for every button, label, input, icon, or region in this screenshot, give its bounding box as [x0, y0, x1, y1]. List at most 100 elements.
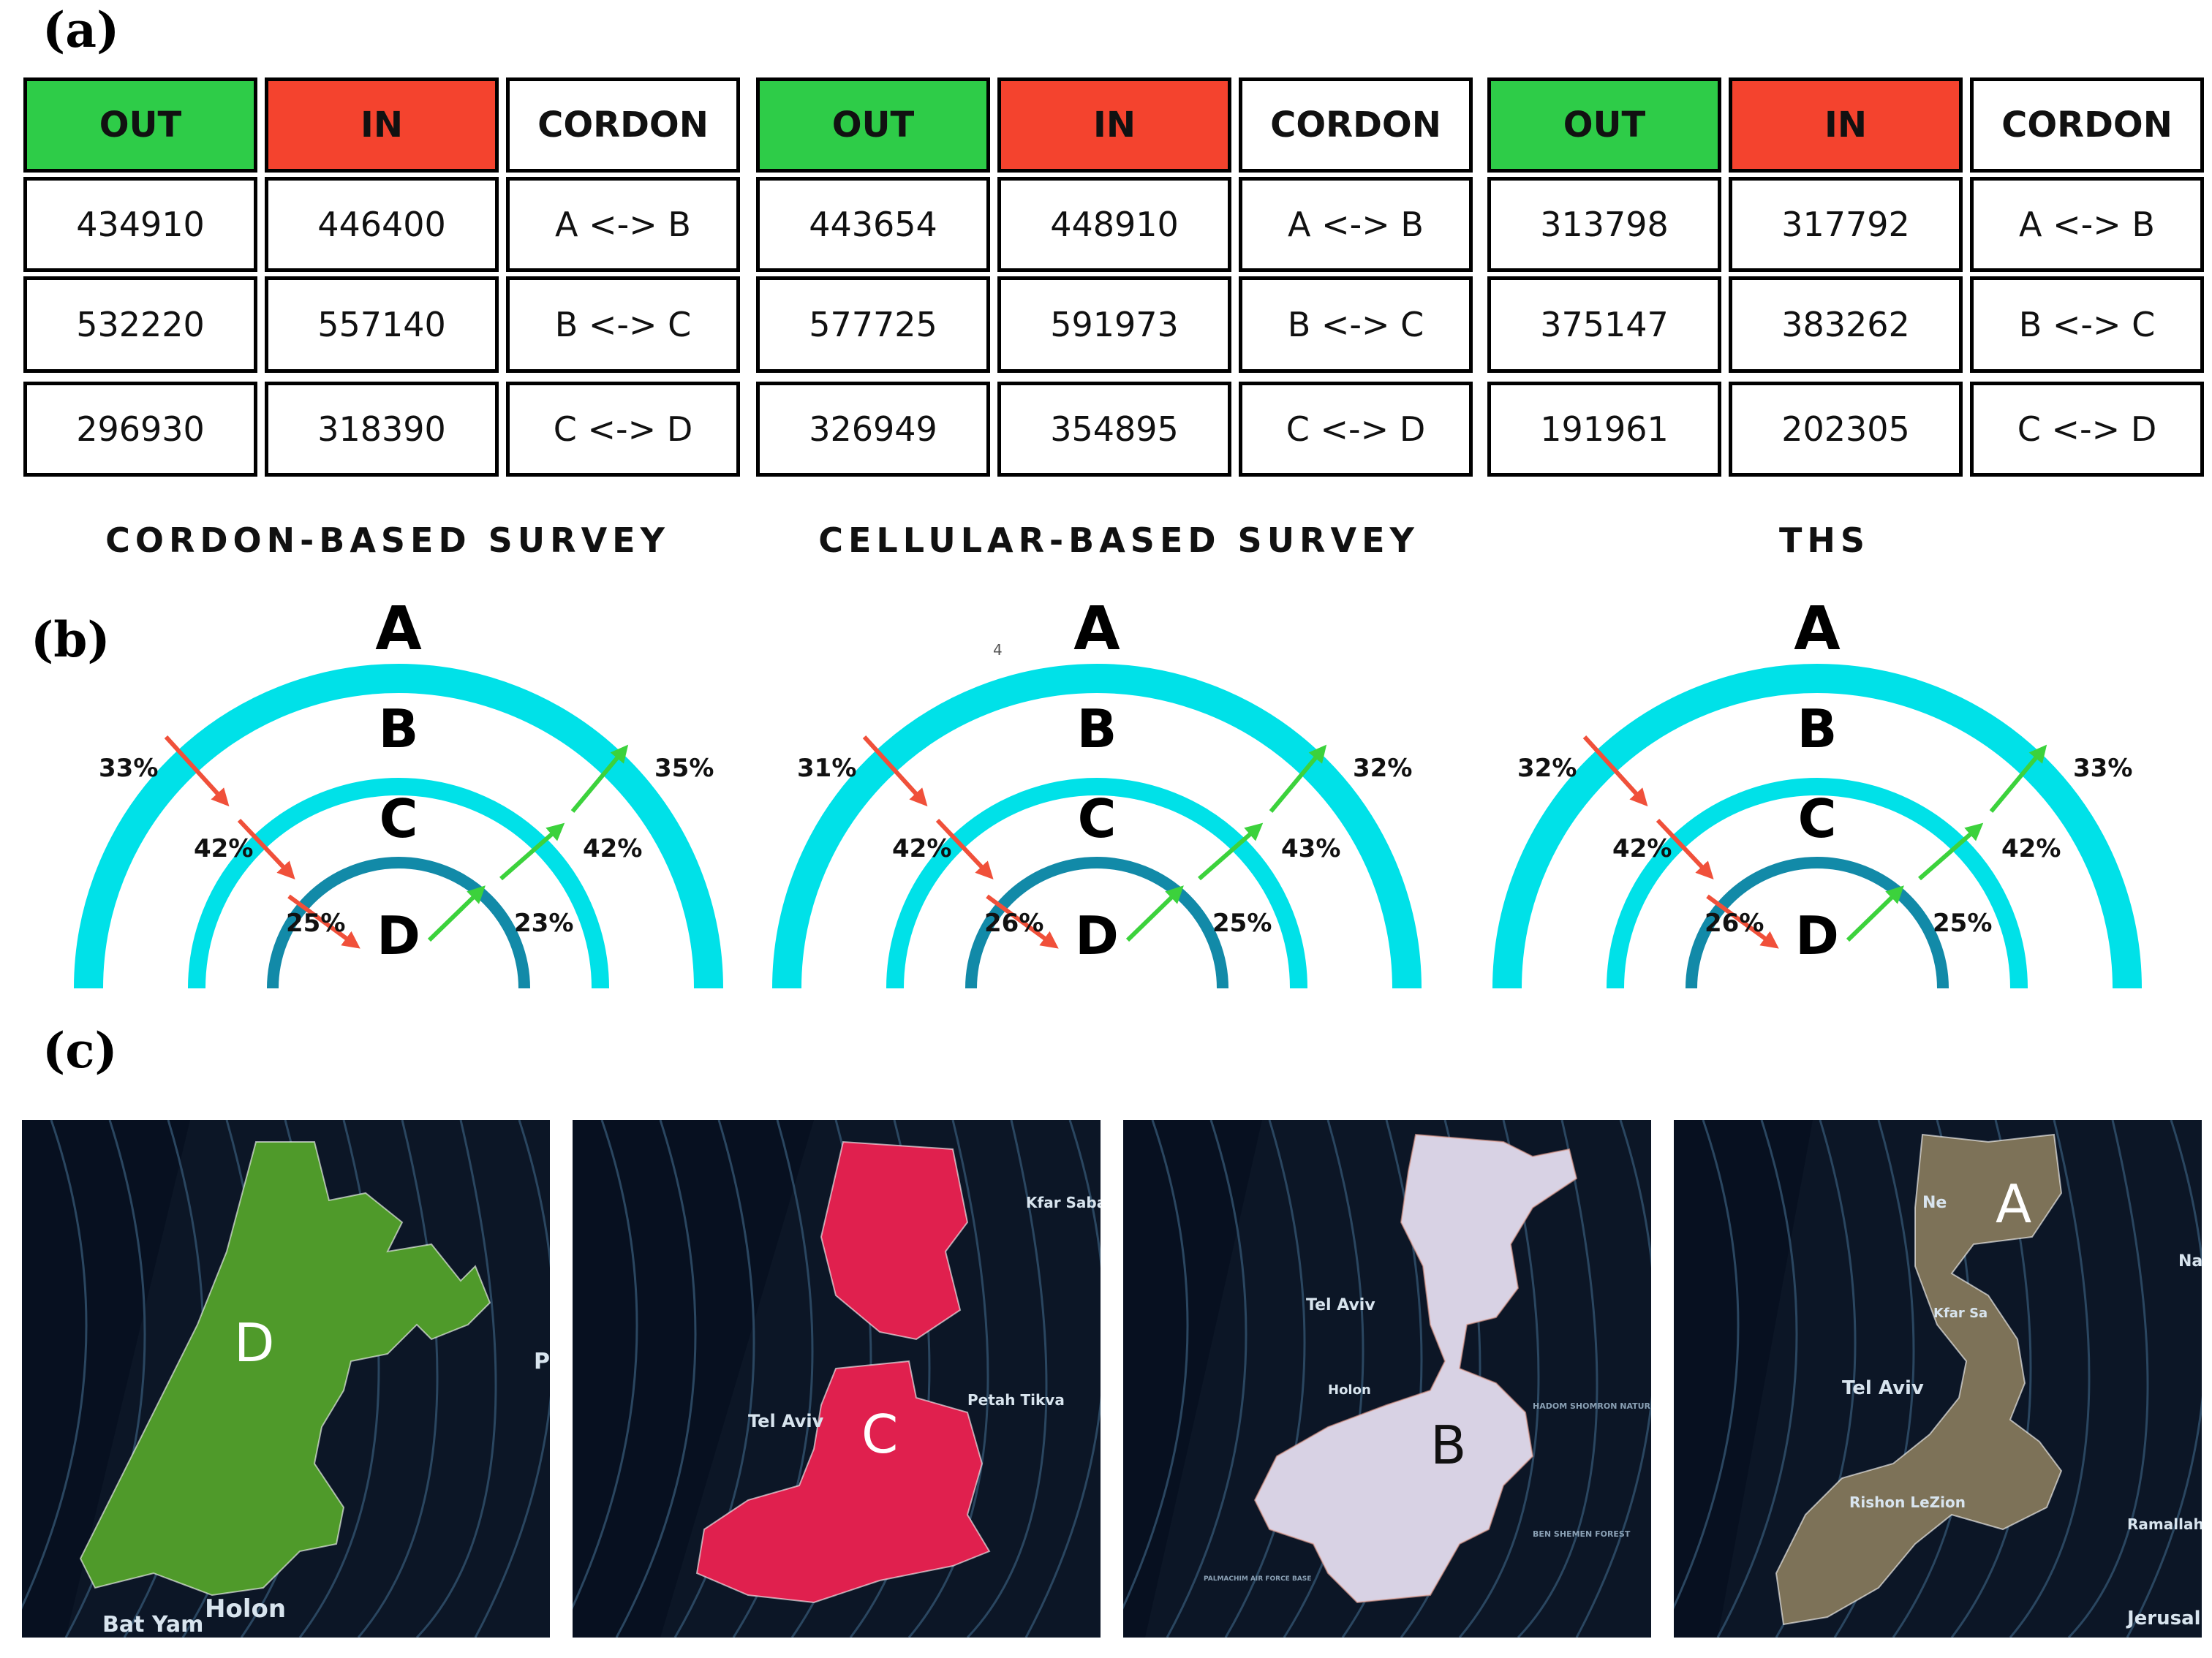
percent-out: 25% [1212, 909, 1272, 938]
sea-area [1123, 1120, 1262, 1638]
ring-c-d [965, 857, 1228, 989]
cell-out: 532220 [23, 276, 257, 373]
place-label: Ramallah [2127, 1515, 2202, 1533]
survey-title-ths: THS [1778, 521, 1870, 560]
header-in: IN [997, 77, 1231, 173]
survey-title-cellular: CELLULAR-BASED SURVEY [818, 521, 1419, 560]
road-line [474, 1120, 550, 1638]
place-label: Jerusal [2126, 1608, 2201, 1629]
place-label: Bat Yam [102, 1612, 203, 1638]
percent-out: 43% [1281, 834, 1340, 863]
percent-in: 42% [1612, 834, 1672, 863]
ring-label-c: C [1798, 788, 1837, 849]
place-label: Kfar Saba [1026, 1194, 1101, 1211]
cell-in: 318390 [265, 382, 499, 477]
sea-area [1674, 1120, 1813, 1638]
cell-out: 313798 [1487, 177, 1721, 272]
place-label: Kfar Sa [1933, 1306, 1988, 1321]
panel-label-c: (c) [42, 1022, 118, 1079]
place-label: Tel Aviv [1842, 1377, 1924, 1399]
road-line [1283, 1120, 1364, 1638]
place-label: PALMACHIM AIR FORCE BASE [1204, 1575, 1311, 1583]
percent-out: 25% [1933, 909, 1992, 938]
survey-title-cordon: CORDON-BASED SURVEY [105, 521, 670, 560]
panel-label-b: (b) [31, 611, 110, 668]
percent-in: 32% [1517, 754, 1577, 783]
outbound-arrow [427, 885, 486, 942]
ring-b-c [188, 778, 609, 989]
header-cordon: CORDON [506, 77, 740, 173]
header-cordon: CORDON [1239, 77, 1473, 173]
percent-in: 42% [892, 834, 951, 863]
place-label: Holon [205, 1594, 286, 1624]
ring-a-b [772, 664, 1422, 989]
cell-cordon: C <-> D [1239, 382, 1473, 477]
ring-label-b: B [379, 698, 419, 760]
percent-in: 26% [1705, 909, 1764, 938]
ring-label-a: A [375, 594, 422, 664]
road-line [2126, 1120, 2202, 1638]
ring-label-b: B [1797, 698, 1838, 760]
outbound-arrow [1269, 744, 1327, 813]
road-line [1166, 1120, 1247, 1638]
inbound-arrow [1582, 735, 1648, 807]
cell-in: 591973 [997, 276, 1231, 373]
percent-in: 25% [286, 909, 345, 938]
inbound-arrow [1656, 818, 1714, 879]
road-line [615, 1120, 697, 1638]
ring-label-c: C [380, 788, 418, 849]
cell-cordon: A <-> B [506, 177, 740, 272]
panel-label-a: (a) [42, 1, 120, 58]
zone-label: C [861, 1404, 898, 1465]
inbound-arrow [287, 894, 361, 949]
road-line [907, 1120, 989, 1638]
ring-label-a: A [1794, 594, 1841, 664]
cell-in: 202305 [1729, 382, 1963, 477]
header-out: OUT [756, 77, 990, 173]
cell-out: 443654 [756, 177, 990, 272]
place-label: Petah Tikva [967, 1391, 1065, 1409]
cell-out: 375147 [1487, 276, 1721, 373]
cell-cordon: A <-> B [1970, 177, 2204, 272]
cell-cordon: C <-> D [506, 382, 740, 477]
cell-cordon: B <-> C [1970, 276, 2204, 373]
percent-out: 42% [583, 834, 642, 863]
outbound-arrow [1198, 822, 1264, 881]
inbound-arrow [237, 818, 295, 879]
ring-label-a: A [1073, 594, 1120, 664]
cell-cordon: A <-> B [1239, 177, 1473, 272]
inbound-arrow [1706, 894, 1779, 949]
header-out: OUT [23, 77, 257, 173]
cell-in: 383262 [1729, 276, 1963, 373]
percent-out: 32% [1353, 754, 1412, 783]
ring-label-d: D [1795, 905, 1839, 966]
road-line [22, 1120, 88, 1610]
road-line [1123, 1120, 1189, 1610]
place-label: Holon [1328, 1382, 1371, 1398]
place-label: BEN SHEMEN FOREST [1533, 1529, 1631, 1539]
road-line [1024, 1120, 1101, 1638]
cell-in: 317792 [1729, 177, 1963, 272]
zone-label: B [1430, 1415, 1466, 1476]
road-line [1517, 1120, 1598, 1638]
sea-area [22, 1120, 190, 1638]
cell-in: 557140 [265, 276, 499, 373]
stray-mark: 4 [993, 641, 1003, 659]
header-cordon: CORDON [1970, 77, 2204, 173]
road-line [415, 1120, 497, 1638]
inbound-arrow [935, 818, 994, 879]
percent-out: 23% [514, 909, 573, 938]
place-label: Rishon LeZion [1849, 1494, 1966, 1511]
cell-in: 446400 [265, 177, 499, 272]
place-label: HADOM SHOMRON NATURE RESERVE [1533, 1401, 1651, 1411]
header-out: OUT [1487, 77, 1721, 173]
header-in: IN [1729, 77, 1963, 173]
percent-in: 33% [99, 754, 158, 783]
cell-cordon: B <-> C [1239, 276, 1473, 373]
ring-label-c: C [1078, 788, 1117, 849]
outbound-arrow [570, 744, 629, 813]
cordon-ring-diagrams: ABCD33%42%25%35%42%23%ABCD31%42%26%32%43… [74, 594, 2142, 989]
ring-b-c [886, 778, 1307, 989]
